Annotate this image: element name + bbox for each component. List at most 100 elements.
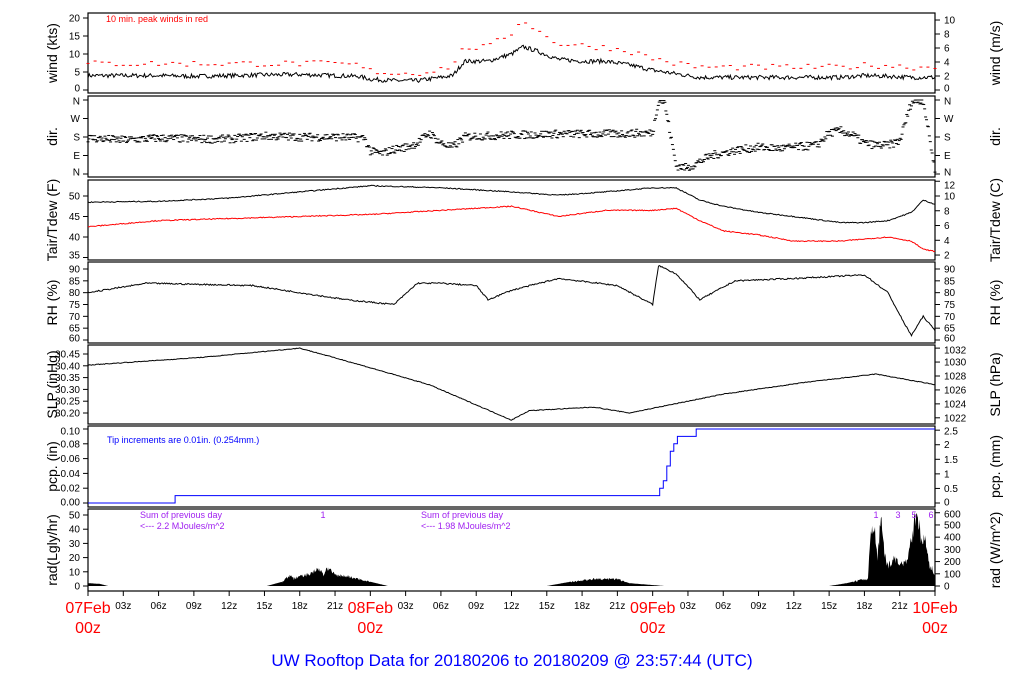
x-tick-label: 09z [186, 601, 202, 612]
x-tick-label: 18z [856, 601, 872, 612]
right-tick-label: 8 [944, 30, 950, 41]
x-tick-label: 03z [115, 601, 131, 612]
rad-marker: 1 [873, 510, 878, 520]
right-tick-label: 400 [944, 533, 961, 544]
left-tick-label: 65 [69, 324, 81, 335]
right-tick-label: 65 [944, 324, 956, 335]
right-tick-label: 4 [944, 236, 950, 247]
left-tick-label: W [71, 114, 81, 125]
day-hour-label: 00z [922, 620, 948, 637]
right-tick-label: 85 [944, 276, 956, 287]
right-tick-label: S [944, 133, 951, 144]
left-tick-label: 90 [69, 265, 81, 276]
rad-ylabel-right: rad (W/m^2) [987, 512, 1003, 589]
x-tick-label: 09z [750, 601, 766, 612]
right-tick-label: 2 [944, 440, 950, 451]
right-tick-label: 90 [944, 265, 956, 276]
left-tick-label: 45 [69, 212, 81, 223]
right-tick-label: 1022 [944, 413, 967, 424]
rad-marker: 6 [928, 510, 933, 520]
x-tick-label: 21z [892, 601, 908, 612]
pcp-panel: 0.00 0.02 0.04 0.06 0.080.10 0 0.5 1 1.5 2 2.5 pcp.… [44, 425, 1003, 509]
right-tick-label: 600 [944, 510, 961, 521]
right-tick-label: 2.5 [944, 427, 958, 438]
right-tick-label: 80 [944, 288, 956, 299]
x-tick-label: 18z [574, 601, 590, 612]
Tdew-line [87, 205, 936, 253]
x-axis: 03z 06z 09z 12z 15z 18z 21z 03z 06z 09z 12z 15z 18z 2… [65, 591, 958, 637]
right-tick-label: 1028 [944, 371, 967, 382]
wind-ylabel: wind (kts) [44, 23, 60, 84]
right-tick-label: 0 [944, 498, 950, 509]
dir-ylabel: dir. [44, 127, 60, 146]
x-tick-label: 06z [433, 601, 449, 612]
x-tick-label: 12z [503, 601, 519, 612]
temp-ylabel-right: Tair/Tdew (C) [987, 178, 1003, 262]
right-tick-label: 0.5 [944, 484, 958, 495]
right-tick-label: 300 [944, 545, 961, 556]
left-tick-label: 80 [69, 288, 81, 299]
slp-ylabel-right: SLP (hPa) [987, 352, 1003, 416]
left-tick-label: 30.25 [55, 397, 80, 408]
left-tick-label: 20 [69, 14, 81, 25]
right-tick-label: 2 [944, 251, 950, 262]
left-tick-label: 75 [69, 300, 81, 311]
left-tick-label: N [73, 97, 80, 108]
wind-line [87, 44, 936, 84]
left-tick-label: 40 [69, 233, 81, 244]
x-tick-label: 06z [151, 601, 167, 612]
left-tick-label: 0 [74, 582, 80, 593]
Tair-line [87, 184, 936, 224]
right-tick-label: 1026 [944, 385, 967, 396]
day-hour-label: 00z [357, 620, 383, 637]
pcp-line [88, 428, 935, 504]
right-tick-label: N [944, 97, 951, 108]
day-label: 10Feb [912, 600, 957, 617]
rad-marker: 3 [895, 510, 900, 520]
left-tick-label: 0.10 [61, 427, 81, 438]
wind-ylabel-right: wind (m/s) [987, 21, 1003, 87]
temp-ylabel: Tair/Tdew (F) [44, 179, 60, 261]
right-tick-label: 1024 [944, 399, 967, 410]
x-tick-label: 15z [539, 601, 555, 612]
left-tick-label: 40 [69, 525, 81, 536]
right-tick-label: 1030 [944, 358, 967, 369]
right-tick-label: W [944, 114, 954, 125]
left-tick-label: 0.02 [61, 484, 81, 495]
left-tick-label: 30.45 [55, 350, 80, 361]
right-tick-label: 1.5 [944, 455, 958, 466]
SLP-line [87, 347, 936, 421]
wind-annotation: 10 min. peak winds in red [106, 14, 208, 24]
rh-ylabel-right: RH (%) [987, 280, 1003, 326]
rad-panel: 010203040500100200300400500600rad(Lgly/h… [44, 508, 1003, 593]
left-tick-label: S [73, 133, 80, 144]
x-tick-label: 12z [221, 601, 237, 612]
left-tick-label: 10 [69, 50, 81, 61]
x-tick-label: 21z [327, 601, 343, 612]
x-tick-label: 09z [468, 601, 484, 612]
right-tick-label: 60 [944, 334, 956, 345]
pcp-ylabel-right: pcp. (mm) [987, 435, 1003, 498]
wind-frame [87, 12, 936, 94]
day-label: 08Feb [348, 600, 393, 617]
left-tick-label: 5 [74, 68, 80, 79]
right-tick-label: 500 [944, 520, 961, 531]
left-tick-label: 30.20 [55, 409, 80, 420]
rad-sum-value: <--- 1.98 MJoules/m^2 [421, 521, 511, 531]
right-tick-label: 1 [944, 469, 950, 480]
left-tick-label: 15 [69, 32, 81, 43]
x-tick-label: 21z [609, 601, 625, 612]
temp-frame [87, 179, 936, 261]
left-tick-label: 0.06 [61, 454, 81, 465]
right-tick-label: 200 [944, 557, 961, 568]
x-tick-label: 15z [821, 601, 837, 612]
rad-sum-label: Sum of previous day [140, 510, 223, 520]
left-tick-label: 30.35 [55, 373, 80, 384]
right-tick-label: 8 [944, 206, 950, 217]
left-tick-label: 30 [69, 539, 81, 550]
right-tick-label: 0 [944, 84, 950, 95]
x-tick-label: 03z [680, 601, 696, 612]
left-tick-label: 30.40 [55, 361, 80, 372]
